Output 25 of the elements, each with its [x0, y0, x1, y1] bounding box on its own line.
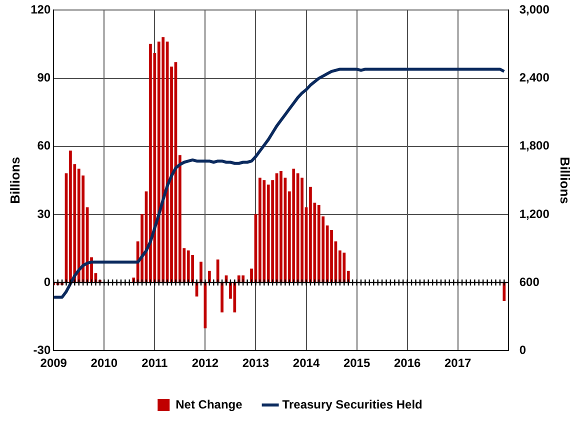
x-tick-label: 2014	[292, 356, 320, 370]
legend-label: Net Change	[176, 397, 243, 412]
y2-tick-label: 0	[519, 342, 526, 357]
x-tick-label: 2015	[343, 356, 370, 370]
x-tick-label: 2017	[444, 356, 472, 370]
legend-label: Treasury Securities Held	[282, 397, 422, 412]
y2-tick-label: 600	[519, 274, 540, 289]
y-tick-label: 90	[37, 70, 51, 85]
y-tick-label: -30	[33, 342, 51, 357]
x-tick-label: 2011	[142, 356, 168, 370]
x-tick-label: 2016	[394, 356, 421, 370]
y-axis-title: Billions	[7, 156, 22, 204]
y2-tick-label: 3,000	[519, 2, 550, 17]
x-tick-label: 2013	[242, 356, 270, 370]
y2-axis-title: Billions	[558, 156, 573, 204]
y2-tick-label: 2,400	[519, 70, 550, 85]
x-tick-label: 2010	[90, 356, 118, 370]
y-tick-label: 60	[37, 138, 51, 153]
y2-tick-label: 1,800	[519, 138, 550, 153]
y-tick-label: 120	[30, 2, 51, 17]
x-tick-label: 2012	[192, 356, 219, 370]
y-tick-label: 0	[44, 274, 51, 289]
y-tick-label: 30	[37, 206, 51, 221]
y2-tick-label: 1,200	[519, 206, 550, 221]
x-tick-label: 2009	[40, 356, 68, 370]
